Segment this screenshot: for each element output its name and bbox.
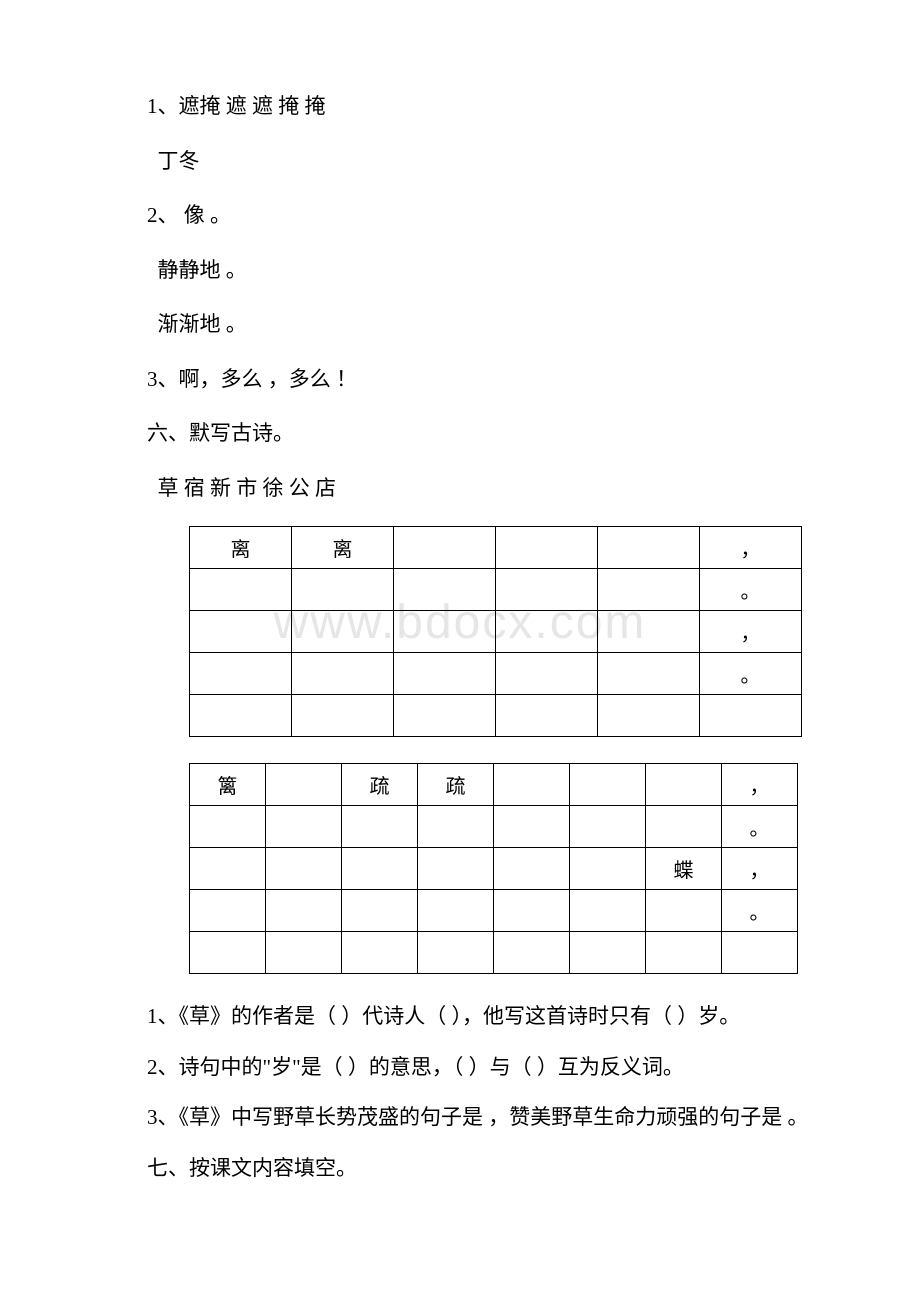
table-cell bbox=[496, 611, 598, 653]
table-cell bbox=[266, 848, 342, 890]
table-cell: 离 bbox=[190, 527, 292, 569]
table-row: 蝶， bbox=[190, 848, 798, 890]
table-cell: 。 bbox=[700, 569, 802, 611]
table-cell bbox=[418, 848, 494, 890]
text-line-8: 草 宿 新 市 徐 公 店 bbox=[105, 472, 815, 505]
table-cell bbox=[646, 764, 722, 806]
question-1: 1、《草》的作者是（ ）代诗人（ ），他写这首诗时只有（ ）岁。 bbox=[105, 1000, 815, 1033]
table-cell bbox=[266, 890, 342, 932]
table-cell bbox=[394, 527, 496, 569]
table-row: 篱 疏疏 ， bbox=[190, 764, 798, 806]
table-cell bbox=[496, 653, 598, 695]
table-cell bbox=[570, 806, 646, 848]
table-cell bbox=[646, 932, 722, 974]
table-cell bbox=[190, 932, 266, 974]
table-cell bbox=[646, 806, 722, 848]
table-row bbox=[190, 932, 798, 974]
table-cell bbox=[266, 932, 342, 974]
table-cell bbox=[494, 764, 570, 806]
table-cell bbox=[496, 695, 598, 737]
table-cell bbox=[342, 932, 418, 974]
section-heading-7: 七、按课文内容填空。 bbox=[105, 1152, 815, 1185]
table-row: 离离 ， bbox=[190, 527, 802, 569]
table-cell: 离 bbox=[292, 527, 394, 569]
table-cell bbox=[394, 695, 496, 737]
table-cell: ， bbox=[700, 527, 802, 569]
table-cell bbox=[494, 932, 570, 974]
table-cell bbox=[598, 653, 700, 695]
table-cell bbox=[494, 848, 570, 890]
table-cell bbox=[266, 806, 342, 848]
table-cell bbox=[292, 653, 394, 695]
table-cell bbox=[190, 806, 266, 848]
text-line-1: 1、遮掩 遮 遮 掩 掩 bbox=[105, 90, 815, 123]
table-cell bbox=[570, 848, 646, 890]
table-cell bbox=[292, 695, 394, 737]
table-cell: 。 bbox=[722, 890, 798, 932]
table-cell bbox=[418, 932, 494, 974]
table-cell bbox=[598, 569, 700, 611]
text-line-2: 丁冬 bbox=[105, 145, 815, 178]
table-cell: 疏 bbox=[418, 764, 494, 806]
table-cell: 篱 bbox=[190, 764, 266, 806]
table-cell: ， bbox=[722, 848, 798, 890]
table-cell bbox=[700, 695, 802, 737]
table-cell bbox=[598, 695, 700, 737]
table-cell bbox=[342, 890, 418, 932]
table-cell: 。 bbox=[722, 806, 798, 848]
table-row: 。 bbox=[190, 569, 802, 611]
table-cell bbox=[722, 932, 798, 974]
table-cell bbox=[418, 890, 494, 932]
text-line-5: 渐渐地 。 bbox=[105, 308, 815, 341]
table-cell bbox=[190, 611, 292, 653]
text-line-7: 六、默写古诗。 bbox=[105, 417, 815, 450]
table-cell bbox=[266, 764, 342, 806]
table-cell bbox=[190, 848, 266, 890]
question-2: 2、诗句中的"岁"是（ ）的意思，（ ）与（ ）互为反义词。 bbox=[105, 1051, 815, 1084]
table-cell bbox=[494, 890, 570, 932]
text-line-4: 静静地 。 bbox=[105, 254, 815, 287]
table-cell: 蝶 bbox=[646, 848, 722, 890]
table-cell bbox=[570, 890, 646, 932]
table-cell bbox=[496, 569, 598, 611]
table-cell: ， bbox=[700, 611, 802, 653]
table-cell bbox=[342, 848, 418, 890]
text-line-6: 3、啊，多么 ，多么 ！ bbox=[105, 363, 815, 396]
table-cell bbox=[190, 653, 292, 695]
table-cell bbox=[394, 611, 496, 653]
poem-table-1: 离离，。，。 bbox=[189, 526, 802, 737]
table-cell bbox=[496, 527, 598, 569]
table-cell bbox=[292, 611, 394, 653]
table-row: ， bbox=[190, 611, 802, 653]
poem-table-2: 篱疏疏，。蝶，。 bbox=[189, 763, 798, 974]
table-cell bbox=[494, 806, 570, 848]
table-row: 。 bbox=[190, 806, 798, 848]
table-row: 。 bbox=[190, 890, 798, 932]
table-row: 。 bbox=[190, 653, 802, 695]
table-cell bbox=[190, 890, 266, 932]
table-cell bbox=[292, 569, 394, 611]
table-cell bbox=[342, 806, 418, 848]
table-cell bbox=[418, 806, 494, 848]
text-line-3: 2、 像 。 bbox=[105, 199, 815, 232]
table-cell bbox=[570, 764, 646, 806]
table-cell bbox=[190, 569, 292, 611]
table-cell bbox=[646, 890, 722, 932]
table-cell bbox=[598, 527, 700, 569]
document-body: 1、遮掩 遮 遮 掩 掩 丁冬 2、 像 。 静静地 。 渐渐地 。 3、啊，多… bbox=[105, 90, 815, 1185]
table-cell bbox=[598, 611, 700, 653]
table-row bbox=[190, 695, 802, 737]
question-3: 3、《草》中写野草长势茂盛的句子是 ，赞美野草生命力顽强的句子是 。 bbox=[105, 1101, 815, 1134]
table-cell bbox=[570, 932, 646, 974]
table-cell bbox=[394, 653, 496, 695]
table-cell: 。 bbox=[700, 653, 802, 695]
table-cell bbox=[190, 695, 292, 737]
table-cell: ， bbox=[722, 764, 798, 806]
table-cell bbox=[394, 569, 496, 611]
table-cell: 疏 bbox=[342, 764, 418, 806]
